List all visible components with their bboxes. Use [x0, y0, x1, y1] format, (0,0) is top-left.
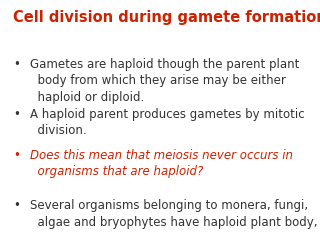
- Text: •: •: [13, 149, 20, 162]
- Text: •: •: [13, 108, 20, 121]
- Text: A haploid parent produces gametes by mitotic
  division.: A haploid parent produces gametes by mit…: [30, 108, 305, 138]
- Text: •: •: [13, 58, 20, 71]
- Text: Several organisms belonging to monera, fungi,
  algae and bryophytes have haploi: Several organisms belonging to monera, f…: [30, 199, 318, 229]
- Text: Does this mean that meiosis never occurs in
  organisms that are haploid?: Does this mean that meiosis never occurs…: [30, 149, 293, 178]
- Text: Gametes are haploid though the parent plant
  body from which they arise may be : Gametes are haploid though the parent pl…: [30, 58, 300, 104]
- Text: Cell division during gamete formation: Cell division during gamete formation: [13, 10, 320, 25]
- Text: •: •: [13, 199, 20, 212]
